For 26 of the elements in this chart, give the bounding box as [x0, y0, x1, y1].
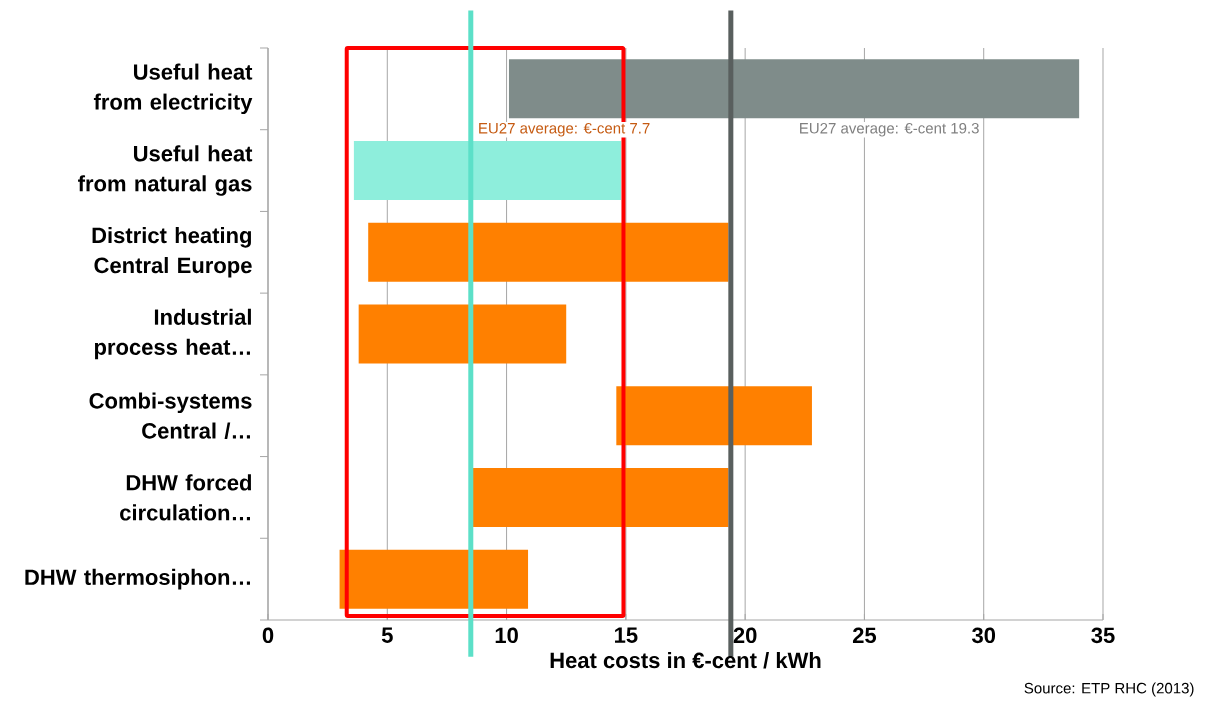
y-tick-label: Industrial process heat… [94, 308, 251, 360]
y-tick-label: District heating Central Europe [92, 227, 252, 278]
y-tick-label: DHW forced circulation… [120, 474, 252, 521]
source-note: Source: ETP RHC (2013) [1024, 682, 1194, 697]
x-tick-label: 25 [852, 627, 877, 644]
x-tick-label: 5 [381, 627, 393, 643]
x-axis-title: Heat costs in €-cent / kWh [550, 651, 821, 669]
x-tick-label: 10 [495, 627, 518, 644]
bar [616, 386, 812, 446]
x-tick-label: 0 [262, 627, 274, 644]
bar [508, 59, 1080, 119]
bar [339, 549, 529, 609]
y-tick-label: DHW thermosiphon… [25, 568, 250, 590]
bar [358, 304, 567, 364]
x-tick-label: 20 [733, 627, 757, 644]
x-tick-label: 35 [1091, 627, 1115, 644]
y-tick-label: Useful heat from electricity [93, 63, 253, 115]
x-tick-label: 30 [971, 627, 996, 644]
x-tick-label: 15 [615, 627, 638, 643]
bar [368, 222, 729, 282]
bar [353, 141, 622, 201]
y-tick-label: Useful heat from natural gas [78, 145, 253, 196]
ref-line-label: EU27 average: €-cent 7.7 [479, 122, 650, 137]
bar [470, 467, 729, 527]
y-tick-label: Combi-systems Central /… [89, 392, 252, 439]
ref-line-label: EU27 average: €-cent 19.3 [800, 122, 979, 137]
